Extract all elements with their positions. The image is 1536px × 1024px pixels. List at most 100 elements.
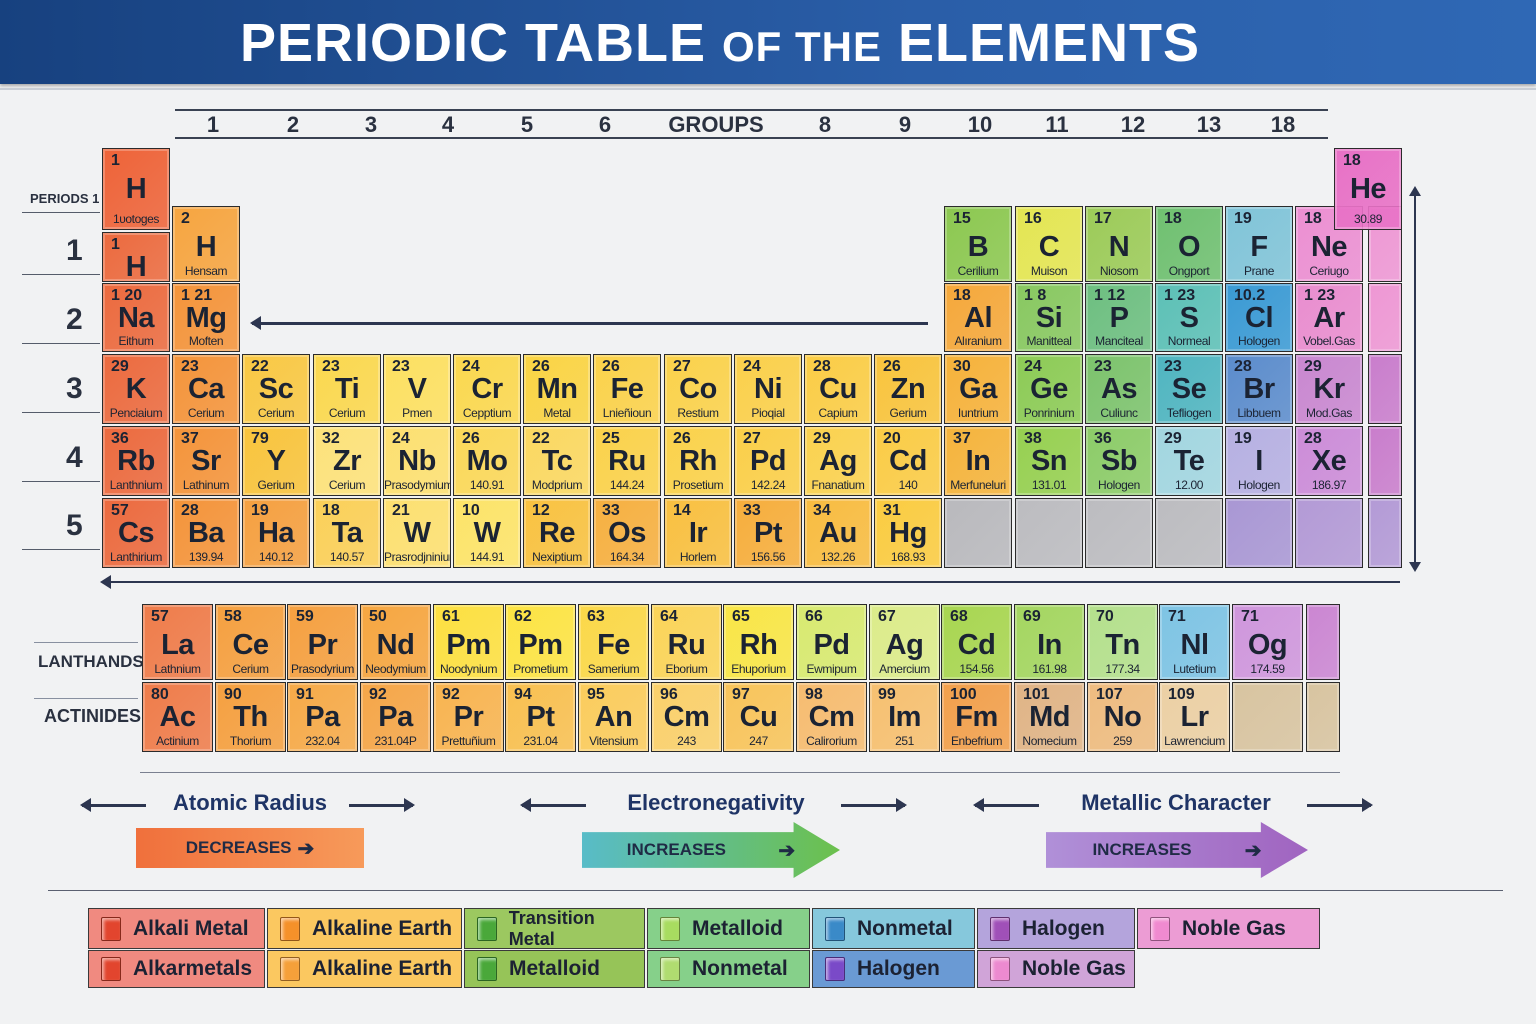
atomic-number: 33 [743,502,761,519]
atomic-number: 94 [514,686,532,703]
atomic-number: 97 [732,686,750,703]
empty-cell [1225,498,1293,568]
element-symbol: Tn [1105,629,1140,661]
element-symbol: Co [679,373,717,405]
element-symbol: Ti [334,373,360,405]
element-label: Muison [1030,264,1068,278]
element-mn: 26 Mn Metal [523,354,591,424]
legend-swatch [280,957,300,981]
element-symbol: Pt [754,517,783,549]
atomic-number: 27 [743,430,761,447]
element-symbol: H [125,251,147,282]
element-label: Lathnium [154,662,201,676]
element-label: Ponrinium [1023,406,1075,420]
element-label: 168.93 [890,550,926,564]
element-label: 139.94 [188,550,224,564]
atomic-number: 26 [462,430,480,447]
legend-label: Alkaline Earth [312,916,453,940]
element-label: Neodymium [365,662,426,676]
atomic-number: 61 [442,608,460,625]
element-h: 2 H Hensam [172,206,240,282]
legend-swatch [825,957,845,981]
element-symbol: B [967,231,989,263]
element-symbol: Se [1171,373,1207,405]
legend-swatch [990,916,1010,941]
element-kr: 29 Kr Mod.Gas [1295,354,1363,424]
element-label: 154.56 [959,662,994,676]
element-pm: 62 Pm Prometium [505,604,576,680]
atomic-number: 71 [1241,608,1259,625]
period-label: PERIODS 1 [30,191,100,206]
element-label: Samerium [587,662,640,676]
element-au: 34 Au 132.26 [804,498,872,568]
element-symbol: As [1100,373,1138,405]
legend-item: Transition Metal [464,908,645,949]
atomic-number: 98 [805,686,823,703]
trend-label: INCREASES [1092,840,1192,859]
element-cl: 10.2 Cl Hologen [1225,283,1293,352]
element-rb: 36 Rb Lanthnium [102,426,170,496]
element-label: Prasodymium [384,478,451,492]
element-label: Prettuñium [441,734,496,748]
trend-indicator: INCREASES ➔ [1046,822,1308,878]
element-fm: 100 Fm Enbefrium [941,682,1012,752]
atomic-number: 28 [181,502,199,519]
element-label: Amercium [879,662,930,676]
group-label: 18 [1270,112,1296,137]
element-label: Enbefrium [950,734,1003,748]
legend-label: Metalloid [692,916,784,940]
element-symbol: P [1109,302,1129,334]
trends-divider [140,772,1340,773]
element-label: Noodynium [439,662,498,676]
atomic-number: 1 20 [111,287,143,304]
element-label: Ceriugo [1309,264,1349,278]
element-na: 1 20 Na Eithum [102,283,170,352]
element-symbol: Cu [739,701,778,733]
atomic-number: 22 [251,358,269,375]
element-symbol: La [161,629,194,661]
element-symbol: An [594,701,633,733]
atomic-number: 18 [322,502,340,519]
element-sn: 38 Sn 131.01 [1015,426,1083,496]
element-label: 144.91 [469,550,505,564]
element-label: 177.34 [1105,662,1140,676]
empty-cell [1085,498,1153,568]
atomic-number: 65 [732,608,750,625]
atomic-number: 24 [743,358,761,375]
atomic-number: 1 23 [1304,287,1336,304]
element-label: 251 [895,734,914,748]
legend-swatch [990,957,1010,981]
legend-swatch [660,916,680,941]
element-cm: 96 Cm 243 [651,682,722,752]
element-symbol: Rb [117,445,155,477]
period-label: 2 [66,303,83,336]
element-symbol: Zr [333,445,362,477]
atomic-number: 57 [111,502,129,519]
element-b: 15 B Cerilium [944,206,1012,282]
element-label: Nomecium [1022,734,1077,748]
element-label: Cerilium [957,264,999,278]
legend-label: Alkaline Earth [312,957,453,980]
element-label: 243 [677,734,696,748]
atomic-number: 29 [111,358,129,375]
element-symbol: Ag [819,445,857,477]
element-label: 140 [898,478,918,492]
element-in: 69 In 161.98 [1014,604,1085,680]
element-label: 30.89 [1353,212,1383,226]
element-la: 57 La Lathnium [142,604,213,680]
atomic-number: 1 [111,152,120,169]
atomic-number: 1 [111,236,120,253]
element-symbol: Fm [955,701,998,733]
atomic-number: 50 [369,608,387,625]
element-symbol: Pd [813,629,850,661]
element-pt: 94 Pt 231.04 [505,682,576,752]
atomic-number: 90 [224,686,242,703]
element-label: Normeal [1167,334,1211,348]
period-rule [22,549,100,550]
element-label: Prosetium [672,478,724,492]
atomic-number: 23 [1164,358,1182,375]
legend-label: Alkali Metal [133,916,249,940]
element-symbol: Cd [889,445,927,477]
element-symbol: Sr [191,445,221,477]
element-label: Pioqial [751,406,785,420]
